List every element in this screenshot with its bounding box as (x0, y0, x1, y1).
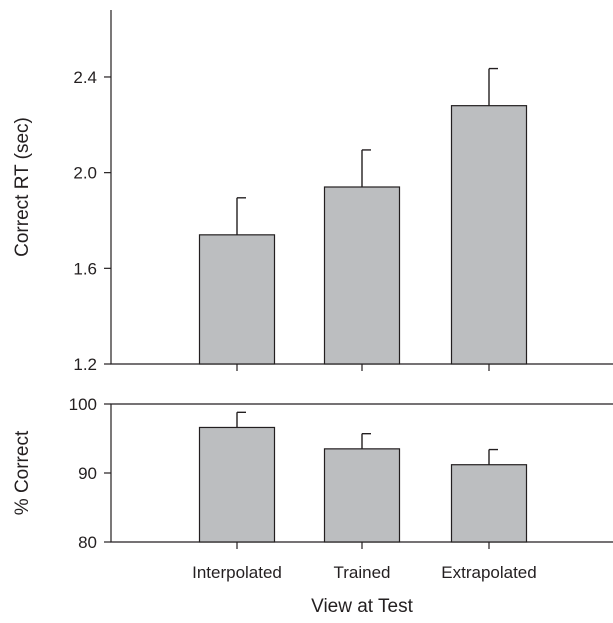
accuracy-y-axis-title: % Correct (12, 430, 33, 515)
rt-panel: 1.2 1.6 2.0 2.4 Correct RT (sec) (12, 10, 613, 374)
rt-y-tick-label: 2.4 (73, 68, 97, 87)
accuracy-bar-trained (323, 448, 401, 543)
x-category-label-trained: Trained (333, 563, 390, 582)
rt-y-tick-label: 1.2 (73, 355, 97, 374)
accuracy-error-bar (361, 432, 371, 449)
accuracy-panel: 80 90 100 % Correct (12, 395, 613, 552)
accuracy-bar-extrapolated (450, 464, 528, 543)
accuracy-error-bar (236, 411, 246, 428)
rt-error-bar (488, 67, 498, 106)
rt-y-tick-label: 1.6 (73, 259, 97, 278)
accuracy-y-tick-label: 100 (69, 395, 97, 414)
accuracy-y-tick-label: 80 (78, 533, 97, 552)
rt-error-bar (361, 149, 371, 187)
accuracy-y-tick-label: 90 (78, 464, 97, 483)
x-axis-title: View at Test (311, 596, 413, 617)
x-category-labels: Interpolated Trained Extrapolated (192, 563, 537, 582)
rt-y-tick-label: 2.0 (73, 164, 97, 183)
rt-bar-trained (323, 186, 401, 365)
rt-y-axis-title: Correct RT (sec) (12, 117, 33, 257)
rt-error-bar (236, 197, 246, 235)
x-category-label-interpolated: Interpolated (192, 563, 282, 582)
x-category-label-extrapolated: Extrapolated (441, 563, 536, 582)
rt-bar-interpolated (198, 234, 276, 365)
accuracy-bar-interpolated (198, 426, 276, 543)
rt-bar-extrapolated (450, 105, 528, 365)
accuracy-error-bar (488, 448, 498, 465)
